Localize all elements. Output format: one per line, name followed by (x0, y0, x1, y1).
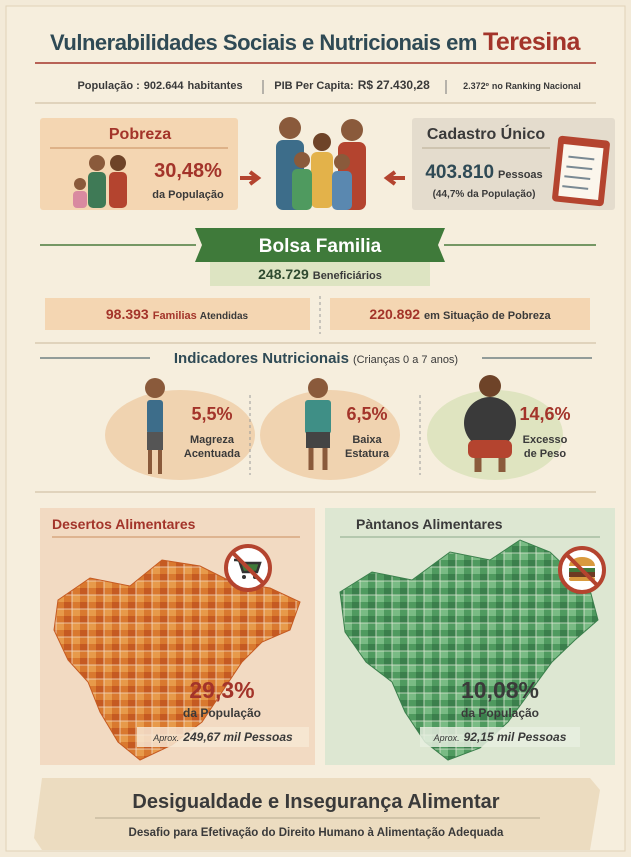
prefix: Aprox. (152, 733, 179, 743)
indicator: 5,5% Magreza Acentuada (105, 378, 255, 480)
prefix: Aprox. (433, 733, 460, 743)
indicator-label: Estatura (345, 448, 390, 460)
unit: no Ranking Nacional (492, 81, 581, 91)
no-burger-icon (558, 546, 606, 594)
poverty-count-text: 220.892 em Situação de Pobreza (369, 306, 551, 322)
nutrition-title: Indicadores Nutricionais (174, 350, 349, 367)
title: Vulnerabilidades Sociais e Nutricionais … (50, 28, 581, 56)
label-bg (420, 727, 580, 747)
value: 249,67 mil Pessoas (182, 730, 293, 744)
unit: em Situação de Pobreza (424, 310, 551, 322)
unit: habitantes (188, 80, 243, 92)
value: 902.644 (144, 80, 185, 92)
footer-title: Desigualdade e Insegurança Alimentar (132, 791, 499, 813)
cadastro-unit: Pessoas (498, 169, 543, 181)
poverty-caption: da População (152, 189, 224, 201)
bolsa-beneficiaries: 248.729 Beneficiários (258, 266, 382, 282)
bolsa-banner (195, 228, 445, 262)
suffix: Atendidas (200, 311, 249, 322)
swamps-title: Pàntanos Alimentares (356, 516, 503, 532)
deserts-map (53, 559, 301, 761)
indicator-label: Excesso (523, 434, 568, 446)
value: 2.372º (463, 81, 490, 91)
no-cart-icon (224, 544, 272, 592)
swamps-value: 10,08% (461, 677, 539, 703)
bolsa-sub-box (210, 262, 430, 286)
nutrition-heading: Indicadores Nutricionais (Crianças 0 a 7 … (174, 350, 458, 367)
clipboard-icon (552, 135, 610, 207)
cadastro-title: Cadastro Único (427, 124, 545, 143)
deserts-value: 29,3% (189, 677, 254, 703)
indicator-label: Baixa (352, 434, 382, 446)
indicator: 14,6% Excesso de Peso (427, 375, 571, 480)
indicator-label: Magreza (190, 434, 235, 446)
indicator-label: de Peso (524, 448, 566, 460)
bolsa-value: 248.729 (258, 266, 309, 282)
swamps-approx: Aprox. 92,15 mil Pessoas (433, 730, 567, 744)
deserts-title: Desertos Alimentares (52, 516, 196, 532)
indicator: 6,5% Baixa Estatura (260, 378, 400, 480)
title-city: Teresina (483, 28, 582, 56)
stat-pib: PIB Per Capita: R$ 27.430,28 (274, 78, 430, 92)
value: 220.892 (369, 306, 420, 322)
family-icon (240, 117, 405, 210)
title-main: Vulnerabilidades Sociais e Nutricionais … (50, 30, 477, 55)
footer-subtitle: Desafio para Efetivação do Direito Human… (129, 827, 505, 839)
label-bg (137, 727, 309, 747)
poverty-count-box (330, 298, 590, 330)
poverty-value: 30,48% (154, 160, 222, 182)
cadastro-value-line: 403.810 Pessoas (425, 162, 542, 183)
bolsa-title: Bolsa Familia (259, 236, 382, 257)
stat-ranking: 2.372º no Ranking Nacional (463, 81, 581, 91)
cadastro-note: (44,7% da População) (433, 189, 536, 200)
families-text: 98.393 Familias Atendidas (106, 306, 249, 322)
indicator-value: 5,5% (191, 404, 232, 424)
swamps-map (339, 539, 599, 761)
value: 92,15 mil Pessoas (464, 730, 567, 744)
families-box (45, 298, 310, 330)
cadastro-value: 403.810 (425, 162, 494, 183)
swamps-caption: da População (461, 706, 539, 720)
indicator-label: Acentuada (184, 448, 241, 460)
footer-banner (34, 778, 600, 850)
bolsa-unit: Beneficiários (313, 270, 382, 282)
deserts-approx: Aprox. 249,67 mil Pessoas (152, 730, 293, 744)
unit: Familias (153, 310, 197, 322)
label: População : (77, 80, 139, 92)
stat-population: População : 902.644 habitantes (77, 80, 242, 92)
indicator-value: 6,5% (346, 404, 387, 424)
nutrition-subtitle: (Crianças 0 a 7 anos) (353, 354, 458, 366)
kids-icon (73, 155, 127, 208)
value: R$ 27.430,28 (358, 78, 430, 92)
indicator-value: 14,6% (519, 404, 570, 424)
deserts-caption: da População (183, 706, 261, 720)
poverty-title: Pobreza (109, 126, 171, 143)
label: PIB Per Capita: (274, 80, 353, 92)
value: 98.393 (106, 306, 149, 322)
